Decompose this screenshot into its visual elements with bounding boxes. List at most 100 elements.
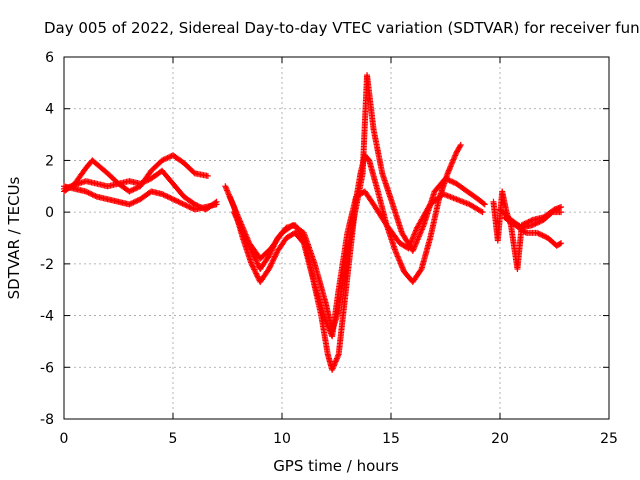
data-point bbox=[265, 253, 272, 260]
data-point bbox=[252, 256, 259, 263]
data-point bbox=[140, 179, 147, 186]
data-point bbox=[558, 203, 565, 210]
data-point bbox=[529, 222, 536, 229]
series-track-3 bbox=[61, 167, 220, 213]
data-point bbox=[182, 202, 189, 209]
y-tick-label: -6 bbox=[40, 360, 54, 376]
data-point bbox=[267, 261, 274, 268]
data-point bbox=[142, 178, 149, 185]
data-point bbox=[243, 236, 250, 243]
data-point bbox=[127, 187, 134, 194]
data-point bbox=[481, 201, 488, 208]
y-tick-label: 4 bbox=[45, 102, 54, 118]
data-point bbox=[446, 177, 453, 184]
data-point bbox=[249, 263, 256, 270]
data-point bbox=[126, 201, 133, 208]
data-point bbox=[241, 234, 248, 241]
data-point bbox=[127, 200, 134, 207]
data-point bbox=[193, 202, 200, 209]
y-axis-title: SDTVAR / TECUs bbox=[5, 176, 23, 299]
data-point bbox=[265, 266, 272, 273]
data-point bbox=[183, 202, 190, 209]
grid bbox=[64, 57, 609, 419]
data-point bbox=[533, 220, 540, 227]
data-point bbox=[89, 191, 96, 198]
data-point bbox=[133, 185, 140, 192]
data-point bbox=[167, 194, 174, 201]
data-point bbox=[521, 228, 528, 235]
series-track-6 bbox=[231, 188, 486, 340]
data-point bbox=[134, 197, 141, 204]
data-point bbox=[269, 246, 276, 253]
data-point bbox=[161, 156, 168, 163]
data-point bbox=[176, 199, 183, 206]
data-point bbox=[159, 157, 166, 164]
data-point bbox=[266, 264, 273, 271]
data-point bbox=[480, 200, 487, 207]
data-point bbox=[178, 200, 185, 207]
data-point bbox=[249, 249, 256, 256]
data-point bbox=[246, 243, 253, 250]
data-point bbox=[138, 180, 145, 187]
x-tick-label: 25 bbox=[600, 431, 618, 447]
y-tick-label: -8 bbox=[40, 412, 54, 428]
data-point bbox=[536, 218, 543, 225]
data-point bbox=[244, 239, 251, 246]
y-tick-label: 6 bbox=[45, 50, 54, 66]
data-point bbox=[269, 244, 276, 251]
data-point bbox=[85, 189, 92, 196]
data-point bbox=[445, 176, 452, 183]
data-point bbox=[184, 203, 191, 210]
data-point bbox=[170, 196, 176, 203]
data-point bbox=[92, 192, 99, 199]
data-point bbox=[299, 233, 306, 240]
data-point bbox=[137, 180, 144, 187]
data-point bbox=[197, 203, 204, 210]
data-point bbox=[272, 252, 279, 259]
y-tick-label: -2 bbox=[40, 257, 54, 273]
data-point bbox=[536, 231, 543, 238]
data-point bbox=[131, 198, 138, 205]
data-point bbox=[245, 242, 252, 249]
data-point bbox=[249, 250, 256, 257]
data-point bbox=[198, 204, 205, 211]
data-point bbox=[269, 259, 276, 266]
data-point bbox=[253, 257, 260, 264]
data-point bbox=[534, 229, 541, 236]
axis-ticks: 0 5 10 15 20 25 -8 -6 -4 -2 0 2 4 6 bbox=[40, 50, 618, 447]
data-point bbox=[247, 245, 254, 252]
data-point bbox=[130, 199, 137, 206]
data-point bbox=[174, 198, 181, 205]
data-point bbox=[542, 233, 549, 240]
data-point bbox=[82, 188, 89, 195]
plot-frame bbox=[63, 56, 610, 420]
data-point bbox=[164, 193, 171, 200]
chart-title: Day 005 of 2022, Sidereal Day-to-day VTE… bbox=[44, 19, 640, 37]
data-point bbox=[457, 141, 464, 148]
data-point bbox=[250, 265, 257, 272]
data-point bbox=[447, 178, 454, 185]
data-point bbox=[131, 185, 138, 192]
data-point bbox=[160, 191, 167, 198]
data-point bbox=[540, 233, 547, 240]
data-point bbox=[129, 187, 136, 194]
data-point bbox=[271, 240, 278, 247]
data-point bbox=[442, 175, 449, 182]
data-point bbox=[457, 143, 464, 150]
data-point bbox=[537, 218, 544, 225]
data-point bbox=[271, 253, 278, 260]
data-point bbox=[161, 192, 168, 199]
x-tick-label: 10 bbox=[273, 431, 291, 447]
data-point bbox=[240, 231, 247, 238]
data-point bbox=[253, 259, 260, 266]
data-point bbox=[558, 240, 565, 247]
data-point bbox=[556, 240, 563, 247]
data-point bbox=[88, 191, 95, 198]
data-point bbox=[168, 195, 175, 202]
x-tick-label: 5 bbox=[169, 431, 178, 447]
data-point bbox=[165, 194, 172, 201]
data-point bbox=[144, 177, 151, 184]
data-point bbox=[247, 246, 254, 253]
data-point bbox=[450, 179, 457, 186]
